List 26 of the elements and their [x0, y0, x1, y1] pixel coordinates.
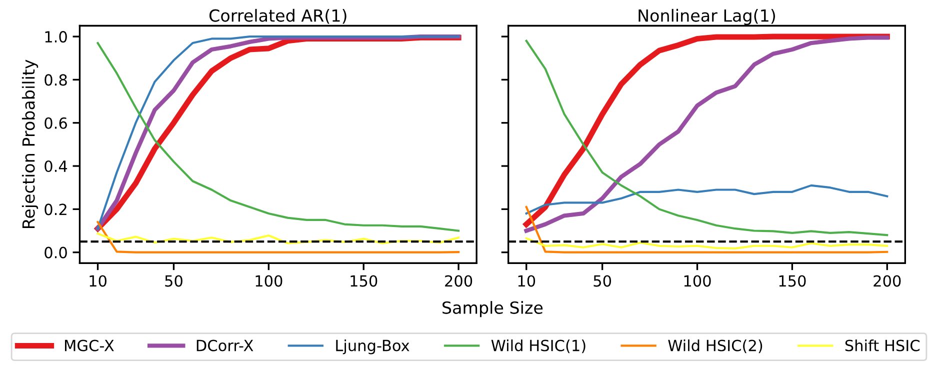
x-tick-label: 100: [684, 275, 711, 287]
y-tick-label: 0.0: [44, 246, 67, 258]
legend-label: Shift HSIC: [845, 339, 920, 352]
legend-label: Wild HSIC(2): [668, 339, 762, 354]
chart-title: Nonlinear Lag(1): [638, 8, 775, 26]
x-axis-title: Sample Size: [442, 301, 543, 318]
legend-label: Wild HSIC(1): [491, 339, 586, 354]
x-tick-label: 150: [779, 275, 806, 287]
x-tick-label: 10: [90, 275, 106, 287]
x-tick-label: 200: [874, 275, 901, 287]
y-tick-label: 0.4: [44, 160, 68, 172]
y-tick-label: 0.8: [44, 74, 67, 86]
y-tick-label: 1.0: [45, 31, 67, 43]
chart-title: Correlated AR(1): [209, 8, 346, 24]
x-tick-label: 100: [256, 275, 282, 287]
legend-label: DCorr-X: [196, 340, 254, 352]
x-tick-label: 50: [165, 275, 182, 287]
x-tick-label: 200: [445, 275, 472, 287]
y-axis-title: Rejection Probability: [22, 60, 38, 228]
legend-label: MGC-X: [65, 340, 114, 352]
y-tick-label: 0.2: [44, 204, 66, 216]
x-tick-label: 10: [518, 275, 536, 287]
x-tick-label: 50: [594, 275, 612, 287]
x-tick-label: 150: [350, 275, 378, 287]
y-tick-label: 0.6: [44, 117, 67, 129]
legend-label: Ljung-Box: [336, 339, 410, 354]
